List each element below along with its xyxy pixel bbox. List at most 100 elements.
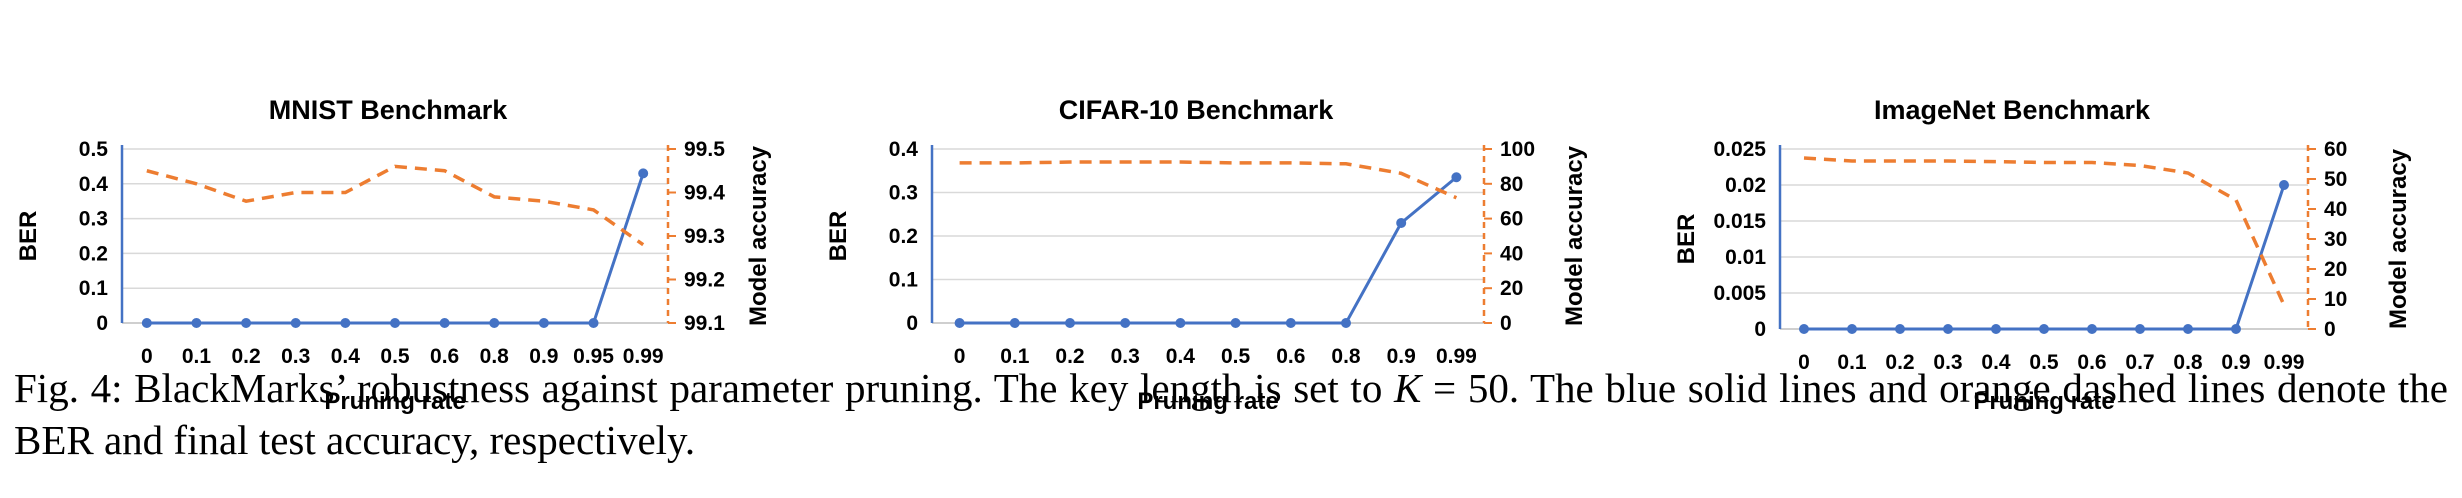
y2-tick-label: 50 [2324, 168, 2347, 191]
ber-data-point [1341, 318, 1351, 328]
ber-data-point [1451, 172, 1462, 183]
ber-data-point [489, 318, 500, 328]
y2-tick-label: 60 [2324, 138, 2347, 161]
x-tick-label: 0.9 [1387, 345, 1416, 368]
y2-axis-label: Model accuracy [1561, 145, 1588, 326]
x-tick-label: 0.9 [529, 345, 558, 368]
y-tick-label: 0.2 [79, 242, 108, 265]
x-tick-label: 0.99 [1436, 345, 1477, 368]
y2-tick-label: 100 [1500, 138, 1535, 161]
x-tick-label: 0.99 [623, 345, 664, 368]
ber-data-point [538, 318, 549, 328]
ber-data-point [290, 318, 301, 328]
x-tick-label: 0.9 [2221, 351, 2250, 374]
y-axis-label: BER [825, 211, 852, 262]
x-axis-label: Pruning rate [1137, 388, 1278, 415]
x-tick-label: 0 [1798, 351, 1810, 374]
x-tick-label: 0.99 [2264, 351, 2305, 374]
chart-title: MNIST Benchmark [269, 95, 509, 125]
y2-tick-label: 60 [1500, 208, 1523, 231]
ber-data-point [1847, 324, 1857, 334]
ber-data-point [638, 168, 649, 179]
x-tick-label: 0.4 [1981, 351, 2011, 374]
x-tick-label: 0.1 [182, 345, 212, 368]
x-tick-label: 0.4 [331, 345, 361, 368]
y2-tick-label: 0 [1500, 312, 1512, 335]
y-tick-label: 0.5 [79, 138, 109, 161]
y-tick-label: 0.01 [1725, 246, 1766, 269]
ber-data-point [588, 318, 599, 328]
x-tick-label: 0.6 [1276, 345, 1305, 368]
y-tick-label: 0.4 [889, 138, 919, 161]
x-tick-label: 0.3 [281, 345, 310, 368]
ber-data-point [1120, 318, 1131, 328]
x-tick-label: 0 [141, 345, 153, 368]
x-tick-label: 0 [954, 345, 966, 368]
ber-data-point [1009, 318, 1020, 328]
x-tick-label: 0.2 [1885, 351, 1914, 374]
y2-axis-label: Model accuracy [745, 145, 772, 326]
y2-tick-label: 80 [1500, 173, 1523, 196]
ber-series-line [146, 172, 645, 325]
ber-data-point [1175, 318, 1186, 328]
ber-data-point [2279, 180, 2289, 190]
x-tick-label: 0.3 [1111, 345, 1140, 368]
x-tick-label: 0.6 [2077, 351, 2106, 374]
y-tick-label: 0.015 [1713, 210, 1766, 233]
ber-data-point [1396, 217, 1407, 228]
x-tick-label: 0.5 [380, 345, 410, 368]
ber-data-point [1895, 324, 1905, 334]
x-tick-label: 0.95 [573, 345, 614, 368]
y-tick-label: 0.02 [1725, 174, 1766, 197]
ber-series-line [959, 176, 1458, 325]
caption-text-end: = 50. The blue solid lines and orange da… [14, 365, 2449, 463]
x-tick-label: 0.5 [2029, 351, 2059, 374]
accuracy-series-line [959, 160, 1458, 200]
y2-tick-label: 10 [2324, 288, 2347, 311]
y-tick-label: 0.025 [1713, 138, 1766, 161]
x-tick-label: 0.8 [480, 345, 510, 368]
y-axis-label: BER [15, 211, 42, 262]
ber-data-point [1991, 324, 2001, 334]
y2-tick-label: 40 [2324, 198, 2347, 221]
x-tick-label: 0.4 [1166, 345, 1196, 368]
x-tick-label: 0.3 [1933, 351, 1962, 374]
y2-tick-label: 99.1 [684, 312, 725, 335]
y-tick-label: 0.3 [79, 208, 108, 231]
y2-tick-label: 0 [2324, 318, 2336, 341]
y-tick-label: 0.1 [889, 269, 919, 292]
x-tick-label: 0.8 [1331, 345, 1361, 368]
figure-caption: Fig. 4: BlackMarks’ robustness against p… [14, 362, 2448, 466]
chart-title: ImageNet Benchmark [1874, 95, 2151, 125]
y2-tick-label: 20 [2324, 258, 2347, 281]
ber-data-point [1230, 318, 1241, 328]
ber-data-point [1065, 318, 1075, 328]
caption-math-variable: K [1394, 365, 1422, 411]
x-tick-label: 0.5 [1221, 345, 1251, 368]
y2-tick-label: 99.3 [684, 225, 725, 248]
ber-data-point [2039, 324, 2049, 334]
x-tick-label: 0.2 [231, 345, 260, 368]
y-tick-label: 0 [906, 312, 918, 335]
y2-axis-label: Model accuracy [2385, 148, 2412, 329]
x-tick-label: 0.1 [1000, 345, 1030, 368]
y-tick-label: 0.005 [1713, 282, 1766, 305]
y-tick-label: 0.4 [79, 173, 109, 196]
y-tick-label: 0 [1754, 318, 1766, 341]
ber-data-point [390, 318, 400, 328]
ber-data-point [141, 318, 152, 328]
ber-data-point [340, 318, 351, 328]
y-tick-label: 0 [96, 312, 108, 335]
x-tick-label: 0.7 [2125, 351, 2154, 374]
y-tick-label: 0.3 [889, 182, 918, 205]
ber-data-point [1799, 324, 1809, 334]
x-tick-label: 0.8 [2173, 351, 2203, 374]
y2-tick-label: 99.2 [684, 269, 725, 292]
x-tick-label: 0.1 [1837, 351, 1867, 374]
y-axis-label: BER [1673, 214, 1700, 265]
y2-tick-label: 20 [1500, 277, 1523, 300]
x-tick-label: 0.6 [430, 345, 459, 368]
accuracy-series-line [1803, 156, 2286, 306]
ber-data-point [954, 318, 965, 328]
